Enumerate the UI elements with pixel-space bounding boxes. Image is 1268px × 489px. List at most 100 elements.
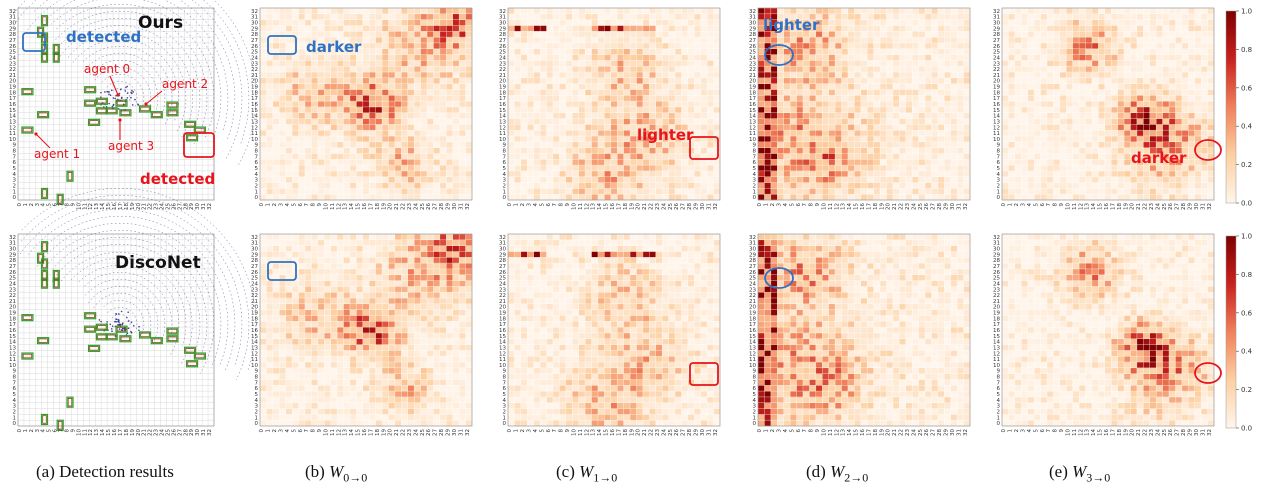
heatmap-c-disconet-xtick: 26 bbox=[674, 429, 680, 436]
heatmap-c-ours-ytick: 21 bbox=[499, 73, 506, 79]
heatmap-d-ours-xtick: 15 bbox=[854, 203, 860, 210]
detection-panel-ours-xtick: 28 bbox=[183, 203, 189, 210]
heatmap-c-disconet-ytick: 8 bbox=[503, 375, 507, 381]
heatmap-d-disconet-xtick: 11 bbox=[828, 429, 834, 436]
heatmap-e-disconet-ytick: 9 bbox=[997, 369, 1001, 375]
heatmap-c-ours-xtick: 0 bbox=[507, 203, 513, 207]
colorbar-top-tick: 0.6 bbox=[1241, 84, 1253, 92]
heatmap-c-disconet-xtick: 30 bbox=[700, 429, 706, 436]
heatmap-c-ours-xtick: 23 bbox=[655, 203, 661, 210]
detection-panel-disconet-xtick: 4 bbox=[41, 429, 47, 433]
heatmap-d-disconet-ytick: 11 bbox=[749, 357, 756, 363]
detection-panel-ours-ytick: 16 bbox=[9, 102, 16, 108]
heatmap-b-ours-ytick: 1 bbox=[255, 189, 259, 195]
heatmap-b-disconet-xtick: 11 bbox=[330, 429, 336, 436]
heatmap-d-disconet-ytick: 0 bbox=[753, 421, 757, 427]
agent1-label: agent 1 bbox=[34, 147, 80, 161]
heatmap-c-ours-xtick: 32 bbox=[713, 203, 719, 210]
detection-panel-disconet-ytick: 6 bbox=[13, 386, 17, 392]
heatmap-d-disconet-ytick: 28 bbox=[749, 258, 756, 264]
heatmap-c-ours-xtick: 14 bbox=[597, 203, 603, 210]
heatmap-e-disconet-xtick: 26 bbox=[1168, 429, 1174, 436]
panels-layer: 0011223344556677889910101111121213131414… bbox=[9, 0, 1253, 436]
heatmap-d-disconet-xtick: 16 bbox=[860, 429, 866, 436]
caption-c: (c) W1→0 bbox=[556, 462, 618, 485]
heatmap-d-ours-ytick: 7 bbox=[753, 154, 757, 160]
heatmap-c-disconet-ytick: 28 bbox=[499, 258, 506, 264]
colorbar-top-tick: 0.8 bbox=[1241, 46, 1252, 54]
detection-panel-ours-xtick: 24 bbox=[160, 203, 166, 210]
heatmap-e-ours-xtick: 30 bbox=[1194, 203, 1200, 210]
heatmap-b-disconet-xtick: 6 bbox=[298, 429, 304, 433]
heatmap-c-disconet-xtick: 8 bbox=[559, 429, 565, 433]
heatmap-e-ours-xtick: 9 bbox=[1059, 203, 1065, 207]
heatmap-d-ours-xtick: 21 bbox=[892, 203, 898, 210]
detection-panel-disconet-ytick: 5 bbox=[13, 392, 17, 398]
heatmap-d-disconet-ytick: 25 bbox=[749, 276, 756, 282]
heatmap-c-ours-ytick: 0 bbox=[503, 195, 507, 201]
heatmap-d-disconet-xtick: 6 bbox=[796, 429, 802, 433]
heatmap-e-ours-xtick: 0 bbox=[1001, 203, 1007, 207]
heatmap-c-disconet-ytick: 29 bbox=[499, 252, 506, 258]
heatmap-d-ours-xtick: 19 bbox=[879, 203, 885, 210]
agent2-label: agent 2 bbox=[162, 77, 208, 91]
heatmap-d-ours-xtick: 30 bbox=[950, 203, 956, 210]
heatmap-c-disconet-xtick: 31 bbox=[706, 429, 712, 436]
heatmap-c-ours-ytick: 4 bbox=[503, 172, 507, 178]
heatmap-c-disconet-xtick: 17 bbox=[616, 429, 622, 436]
detection-panel-disconet: 0011223344556677889910101111121213131414… bbox=[9, 188, 257, 436]
heatmap-b-disconet-xtick: 32 bbox=[465, 429, 471, 436]
detection-panel-ours-ytick: 23 bbox=[9, 61, 16, 67]
heatmap-c-ours-xtick: 21 bbox=[642, 203, 648, 210]
heatmap-d-ours-ytick: 11 bbox=[749, 131, 756, 137]
heatmap-c-disconet-xtick: 13 bbox=[591, 429, 597, 436]
heatmap-e-disconet-ytick: 14 bbox=[993, 340, 1000, 346]
detection-panel-ours-ytick: 18 bbox=[9, 90, 16, 96]
detection-panel-disconet-xtick: 26 bbox=[171, 429, 177, 436]
heatmap-d-disconet-ytick: 12 bbox=[749, 351, 756, 357]
heatmap-d-disconet-xtick: 21 bbox=[892, 429, 898, 436]
heatmap-c-disconet-xtick: 23 bbox=[655, 429, 661, 436]
heatmap-c-disconet-ytick: 32 bbox=[499, 235, 506, 241]
heatmap-c-ours-xtick: 28 bbox=[687, 203, 693, 210]
heatmap-e-disconet-ytick: 2 bbox=[997, 409, 1001, 415]
heatmap-c-disconet-xtick: 10 bbox=[571, 429, 577, 436]
heatmap-b-ours-ytick: 6 bbox=[255, 160, 259, 166]
heatmap-c-ours-xtick: 26 bbox=[674, 203, 680, 210]
detection-panel-ours-ytick: 29 bbox=[9, 26, 16, 32]
detection-panel-disconet-xtick: 29 bbox=[189, 429, 195, 436]
heatmap-d-disconet-ytick: 3 bbox=[753, 404, 757, 410]
heatmap-e-ours-ytick: 4 bbox=[997, 172, 1001, 178]
heatmap-c-ours-ytick: 1 bbox=[503, 189, 507, 195]
heatmap-e-ours-ytick: 21 bbox=[993, 73, 1000, 79]
detection-panel-ours-xtick: 5 bbox=[47, 203, 53, 207]
heatmap-c-disconet-xtick: 4 bbox=[533, 429, 539, 433]
heatmap-c-disconet-ytick: 18 bbox=[499, 316, 506, 322]
heatmap-b-ours-ytick: 29 bbox=[251, 26, 258, 32]
heatmap-c-ours-xtick: 17 bbox=[616, 203, 622, 210]
detection-panel-ours-xtick: 27 bbox=[177, 203, 183, 210]
heatmap-e-ours-ytick: 30 bbox=[993, 21, 1000, 27]
heatmap-d-ours-ytick: 6 bbox=[753, 160, 757, 166]
heatmap-b-disconet-xtick: 30 bbox=[452, 429, 458, 436]
heatmap-b-disconet-xtick: 7 bbox=[304, 429, 310, 433]
heatmap-b-ours-xtick: 20 bbox=[388, 203, 394, 210]
detection-panel-ours-ytick: 26 bbox=[9, 44, 16, 50]
heatmap-e-ours-ytick: 7 bbox=[997, 154, 1001, 160]
heatmap-e-ours-xtick: 4 bbox=[1027, 203, 1033, 207]
heatmap-e-ours-xtick: 10 bbox=[1065, 203, 1071, 210]
heatmap-d-ours-ytick: 5 bbox=[753, 166, 757, 172]
heatmap-b-ours: 0011223344556677889910101111121213131414… bbox=[251, 7, 473, 210]
heatmap-b-disconet-ytick: 2 bbox=[255, 409, 259, 415]
colorbar-bottom-tick: 0.0 bbox=[1241, 425, 1252, 433]
detection-panel-ours-xtick: 9 bbox=[70, 203, 76, 207]
heatmap-b-disconet-ytick: 16 bbox=[251, 328, 258, 334]
heatmap-c-ours-ytick: 18 bbox=[499, 90, 506, 96]
heatmap-d-ours-ytick: 13 bbox=[749, 119, 756, 125]
heatmap-e-ours-ytick: 27 bbox=[993, 38, 1000, 44]
heatmap-b-disconet-ytick: 13 bbox=[251, 345, 258, 351]
heatmap-d-disconet-xtick: 12 bbox=[834, 429, 840, 436]
heatmap-e-disconet-xtick: 8 bbox=[1053, 429, 1059, 433]
heatmap-d-disconet-xtick: 20 bbox=[886, 429, 892, 436]
heatmap-c-ours-xtick: 2 bbox=[520, 203, 526, 207]
